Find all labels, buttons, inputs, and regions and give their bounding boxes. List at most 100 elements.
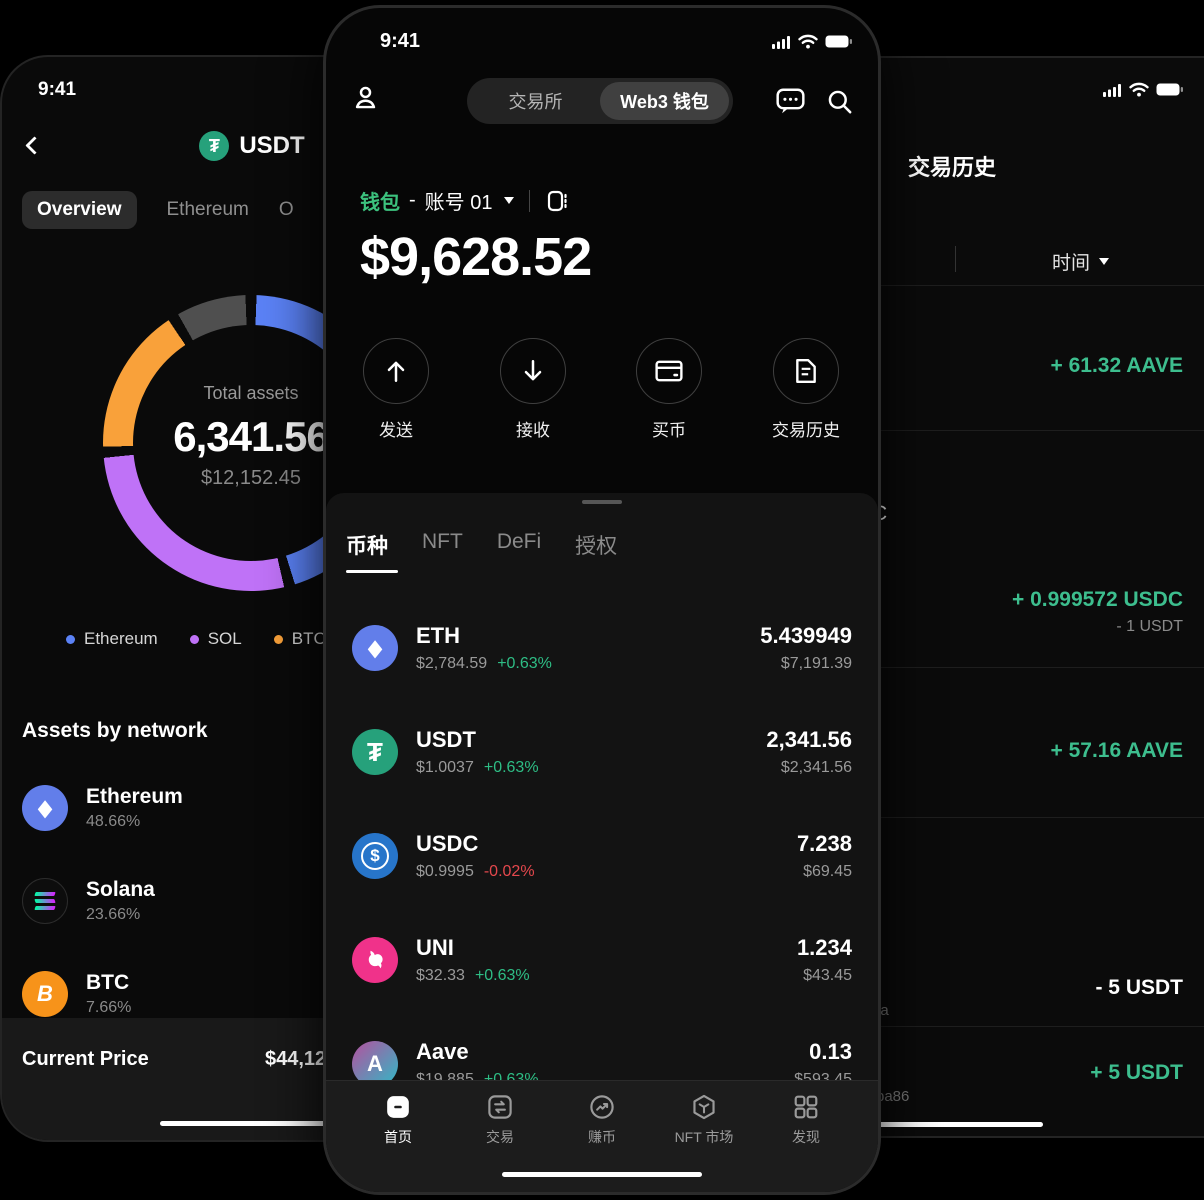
time-filter-dropdown[interactable]: 时间 <box>1052 248 1110 275</box>
token-amount: 5.439949 <box>760 623 852 648</box>
scan-icon[interactable] <box>545 189 569 213</box>
network-row-btc[interactable]: B BTC 7.66% <box>22 971 131 1017</box>
eth-icon: ◆ <box>352 625 398 671</box>
donut-title: Total assets <box>203 383 299 403</box>
tab-approvals[interactable]: 授权 <box>575 535 618 558</box>
tab-partial[interactable]: O <box>278 199 294 220</box>
tx-amount[interactable]: - 5 USDT <box>1095 976 1183 999</box>
solana-bar <box>34 906 56 910</box>
network-row-ethereum[interactable]: ◆ Ethereum 48.66% <box>22 785 183 831</box>
separator: - <box>409 189 416 211</box>
send-icon <box>363 338 429 404</box>
network-percent: 7.66% <box>86 999 132 1016</box>
chevron-down-icon <box>504 197 515 204</box>
search-button[interactable] <box>826 88 853 115</box>
assets-sheet <box>326 493 878 1192</box>
donut-legend: Ethereum SOL BTC <box>66 629 326 649</box>
network-row-solana[interactable]: Solana 23.66% <box>22 878 155 924</box>
nav-trade[interactable]: 交易 <box>452 1093 548 1192</box>
buy-crypto-button[interactable]: 买币 <box>609 338 729 441</box>
tab-nft[interactable]: NFT <box>422 530 463 553</box>
nft-hexagon-icon <box>656 1093 752 1121</box>
legend-dot-orange <box>273 634 283 644</box>
donut-total-fiat: $12,152.45 <box>200 467 302 489</box>
chat-button[interactable] <box>776 88 805 115</box>
tab-overview[interactable]: Overview <box>22 191 137 229</box>
aave-icon: A <box>352 1041 398 1087</box>
token-row-eth[interactable]: ◆ ETH $2,784.59 +0.63% 5.439949 $7,191.39 <box>326 596 878 700</box>
earn-icon <box>554 1093 650 1121</box>
send-button[interactable]: 发送 <box>336 338 456 441</box>
center-phone-wallet-home: 9:41 交易所 Web3 钱包 <box>326 8 878 1192</box>
divider <box>700 667 1204 668</box>
token-symbol: ETH <box>416 623 460 648</box>
token-change: -0.02% <box>483 863 535 880</box>
token-price: $1.0037 <box>416 759 474 776</box>
account-selector[interactable]: 钱包 - 账号 01 <box>360 186 569 215</box>
account-label: 账号 01 <box>424 192 493 214</box>
chat-bubble-icon <box>776 88 805 114</box>
tab-web3-wallet[interactable]: Web3 钱包 <box>600 82 729 120</box>
chevron-down-icon <box>1099 258 1110 265</box>
home-indicator <box>502 1172 702 1177</box>
tx-amount[interactable]: + 0.999572 USDC <box>1011 588 1183 611</box>
token-change: +0.63% <box>474 967 530 984</box>
signal-icon <box>772 35 790 49</box>
current-price-label: Current Price <box>22 1048 149 1070</box>
solana-bar <box>34 892 56 896</box>
ethereum-icon: ◆ <box>22 785 68 831</box>
signal-icon <box>1103 83 1121 97</box>
discover-grid-icon <box>758 1093 854 1121</box>
status-time: 9:41 <box>380 30 421 52</box>
wallet-label: 钱包 <box>360 192 400 214</box>
network-percent: 23.66% <box>86 906 141 923</box>
divider <box>700 817 1204 818</box>
divider <box>529 189 531 212</box>
search-icon <box>828 90 852 114</box>
profile-button[interactable] <box>352 84 379 111</box>
filter-divider <box>955 246 956 272</box>
assets-by-network-title: Assets by network <box>22 719 208 742</box>
receive-button[interactable]: 接收 <box>473 338 593 441</box>
legend-sol: SOL <box>189 629 242 649</box>
token-change: +0.63% <box>497 655 552 672</box>
network-name: Ethereum <box>86 785 183 808</box>
legend-btc: BTC <box>273 629 326 649</box>
token-amount: 1.234 <box>796 935 852 960</box>
tab-defi[interactable]: DeFi <box>496 530 542 553</box>
token-row-usdc[interactable]: $ USDC $0.9995 -0.02% 7.238 $69.45 <box>326 804 878 908</box>
person-icon <box>355 86 376 109</box>
active-tab-underline <box>346 570 398 573</box>
usdt-icon: ₮ <box>199 131 230 161</box>
tx-amount[interactable]: + 61.32 AAVE <box>1050 354 1184 377</box>
token-fiat: $7,191.39 <box>780 655 852 672</box>
total-balance: $9,628.52 <box>360 227 592 287</box>
token-amount: 0.13 <box>809 1039 852 1064</box>
nav-nft-market[interactable]: NFT 市场 <box>656 1093 752 1192</box>
solana-bar <box>34 899 56 903</box>
nav-discover[interactable]: 发现 <box>758 1093 854 1192</box>
token-row-uni[interactable]: UNI $32.33 +0.63% 1.234 $43.45 <box>326 908 878 1012</box>
tx-amount[interactable]: + 5 USDT <box>1090 1061 1183 1084</box>
nav-home[interactable]: 首页 <box>350 1093 446 1192</box>
drag-handle[interactable] <box>582 500 622 504</box>
btc-icon: B <box>22 971 68 1017</box>
legend-dot-purple <box>189 634 199 644</box>
receive-icon <box>500 338 566 404</box>
tx-sub-amount: - 1 USDT <box>1116 618 1183 635</box>
coin-tabs: Overview Ethereum O <box>22 191 294 229</box>
current-price-value: $44,12 <box>265 1048 327 1070</box>
tx-amount[interactable]: + 57.16 AAVE <box>1050 739 1184 762</box>
nav-earn[interactable]: 赚币 <box>554 1093 650 1192</box>
legend-dot-blue <box>66 634 75 644</box>
token-row-usdt[interactable]: ₮ USDT $1.0037 +0.63% 2,341.56 $2,341.56 <box>326 700 878 804</box>
document-icon <box>773 338 839 404</box>
tab-coins[interactable]: 币种 <box>346 535 388 558</box>
card-icon <box>636 338 702 404</box>
divider <box>700 1026 1204 1027</box>
history-button[interactable]: 交易历史 <box>746 338 866 441</box>
trade-icon <box>452 1093 548 1121</box>
tab-exchange[interactable]: 交易所 <box>508 92 563 112</box>
token-price: $0.9995 <box>416 863 474 880</box>
tab-ethereum[interactable]: Ethereum <box>166 199 249 220</box>
